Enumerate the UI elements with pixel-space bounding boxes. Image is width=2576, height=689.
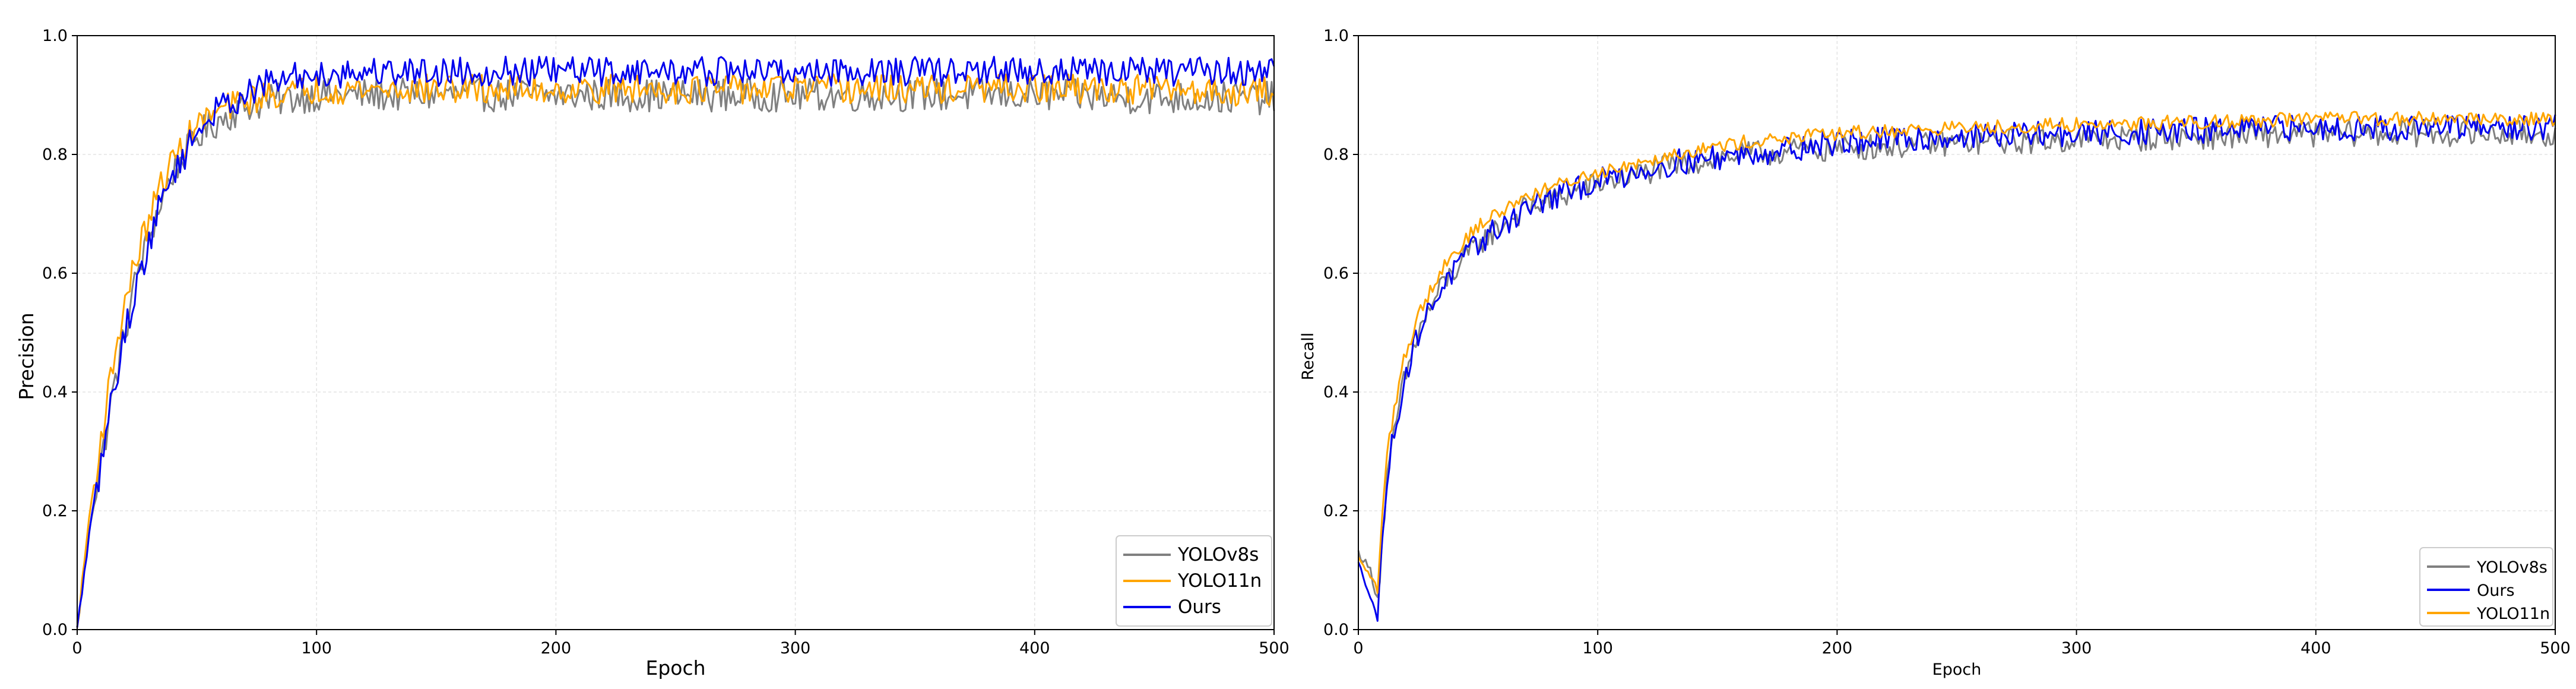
x-tick-label: 500 xyxy=(2540,639,2571,658)
x-tick-label: 0 xyxy=(1353,639,1363,658)
recall-chart: 0 100 200 300 400 500 0.0 0.2 0.4 0.6 0.8 1.0 Epoch… xyxy=(1299,27,2571,679)
y-tick-label: 1.0 xyxy=(42,27,68,45)
precision-ticks: 0 100 200 300 400 500 0.0 0.2 0.4 0.6 0.8 1.0 xyxy=(42,27,1289,658)
recall-y-axis-label: Recall xyxy=(1299,333,1317,381)
precision-y-axis-label: Precision xyxy=(15,312,38,400)
x-tick-label: 300 xyxy=(780,639,811,658)
precision-chart: 0 100 200 300 400 500 0.0 0.2 0.4 0.6 0.8 1.0 Epoch… xyxy=(15,27,1289,679)
precision-series-group xyxy=(76,55,1275,628)
y-tick-label: 0.0 xyxy=(42,621,68,639)
recall-plot-frame xyxy=(1358,35,2556,630)
y-tick-label: 0.6 xyxy=(42,264,68,283)
x-tick-label: 300 xyxy=(2061,639,2092,658)
x-tick-label: 100 xyxy=(301,639,332,658)
series-line-ours xyxy=(1357,113,2556,622)
x-tick-label: 400 xyxy=(2301,639,2331,658)
legend-label-ours: Ours xyxy=(1178,596,1221,618)
x-tick-label: 200 xyxy=(1822,639,1853,658)
precision-x-axis-label: Epoch xyxy=(645,656,705,679)
y-tick-label: 0.4 xyxy=(1323,383,1349,402)
x-tick-label: 500 xyxy=(1259,639,1289,658)
legend-label-yolov8s: YOLOv8s xyxy=(2476,558,2548,577)
series-line-yolo11n xyxy=(1357,110,2556,594)
recall-series-group xyxy=(1357,110,2556,622)
y-tick-label: 0.2 xyxy=(1323,502,1349,520)
legend-label-yolov8s: YOLOv8s xyxy=(1177,544,1259,565)
legend-label-ours: Ours xyxy=(2477,581,2515,600)
y-tick-label: 0.8 xyxy=(42,146,68,164)
recall-x-axis-label: Epoch xyxy=(1932,660,1982,679)
recall-legend: YOLOv8s Ours YOLO11n xyxy=(2419,547,2553,627)
recall-ticks: 0 100 200 300 400 500 0.0 0.2 0.4 0.6 0.8 1.0 xyxy=(1323,27,2571,658)
y-tick-label: 1.0 xyxy=(1323,27,1349,45)
y-tick-label: 0.4 xyxy=(42,383,68,402)
precision-plot-frame xyxy=(77,35,1275,630)
x-tick-label: 0 xyxy=(72,639,82,658)
legend-label-yolo11n: YOLO11n xyxy=(1177,570,1262,592)
x-tick-label: 100 xyxy=(1582,639,1613,658)
y-tick-label: 0.0 xyxy=(1323,621,1349,639)
precision-legend: YOLOv8s YOLO11n Ours xyxy=(1116,535,1272,627)
x-tick-label: 400 xyxy=(1019,639,1050,658)
series-line-ours xyxy=(76,55,1275,628)
legend-box xyxy=(1116,535,1272,627)
y-tick-label: 0.2 xyxy=(42,502,68,520)
legend-label-yolo11n: YOLO11n xyxy=(2476,605,2550,623)
x-tick-label: 200 xyxy=(541,639,572,658)
series-line-yolo11n xyxy=(76,73,1275,628)
y-tick-label: 0.8 xyxy=(1323,146,1349,164)
y-tick-label: 0.6 xyxy=(1323,264,1349,283)
